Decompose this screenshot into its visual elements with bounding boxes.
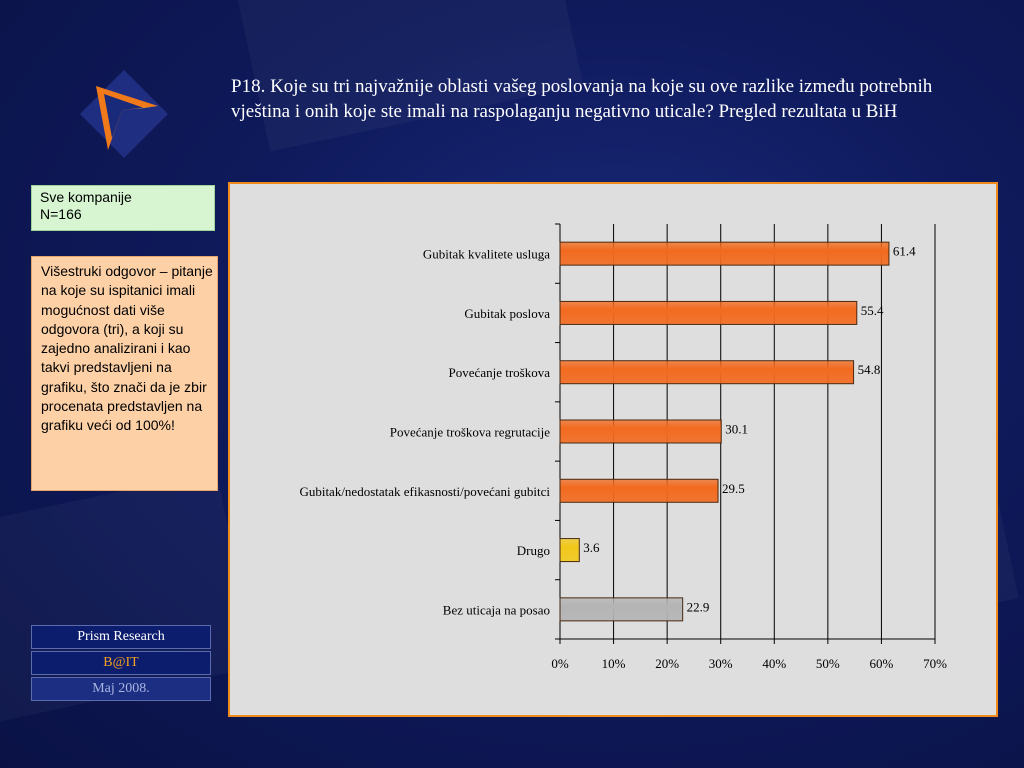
footer-date: Maj 2008. <box>31 677 211 701</box>
footer-org: Prism Research <box>31 625 211 649</box>
bar <box>559 419 722 444</box>
x-tick-label: 40% <box>762 656 786 671</box>
x-tick-label: 70% <box>923 656 947 671</box>
x-tick-label: 30% <box>709 656 733 671</box>
data-label: 54.8 <box>858 362 881 377</box>
data-label: 22.9 <box>687 599 710 614</box>
data-label: 30.1 <box>725 422 748 437</box>
category-label: Gubitak kvalitete usluga <box>423 247 550 262</box>
bar <box>559 597 684 622</box>
bar <box>559 300 858 325</box>
data-label: 3.6 <box>583 540 600 555</box>
note-text: Višestruki odgovor – pitanje na koje su … <box>41 263 213 434</box>
bar <box>559 241 890 266</box>
category-label: Gubitak poslova <box>464 306 550 321</box>
footer-project: B@IT <box>31 651 211 675</box>
category-label: Bez uticaja na posao <box>443 602 550 617</box>
x-tick-label: 0% <box>551 656 569 671</box>
category-label: Gubitak/nedostatak efikasnosti/povećani … <box>299 484 550 499</box>
x-tick-label: 50% <box>816 656 840 671</box>
sample-line-2: N=166 <box>40 206 82 222</box>
category-label: Povećanje troškova <box>449 365 551 380</box>
category-label: Drugo <box>517 543 550 558</box>
category-label: Povećanje troškova regrutacije <box>390 425 550 440</box>
data-label: 61.4 <box>893 244 916 259</box>
bar <box>559 360 855 385</box>
data-label: 29.5 <box>722 481 745 496</box>
chart-frame: 0% 10% 20% 30% 40% 50% 60% 70% Gubitak kvalitete… <box>228 182 998 717</box>
data-label: 55.4 <box>861 303 884 318</box>
x-tick-label: 60% <box>870 656 894 671</box>
sample-box: Sve kompanije N=166 <box>31 185 215 231</box>
prism-logo <box>80 70 168 158</box>
bar-chart: 0% 10% 20% 30% 40% 50% 60% 70% Gubitak kvalitete… <box>299 223 947 671</box>
note-box: Višestruki odgovor – pitanje na koje su … <box>31 256 218 491</box>
slide-title: P18. Koje su tri najvažnije oblasti vaše… <box>231 76 933 122</box>
x-tick-label: 20% <box>655 656 679 671</box>
x-tick-label: 10% <box>602 656 626 671</box>
bar <box>559 478 719 503</box>
sample-line-1: Sve kompanije <box>40 189 132 205</box>
bar <box>559 538 580 563</box>
